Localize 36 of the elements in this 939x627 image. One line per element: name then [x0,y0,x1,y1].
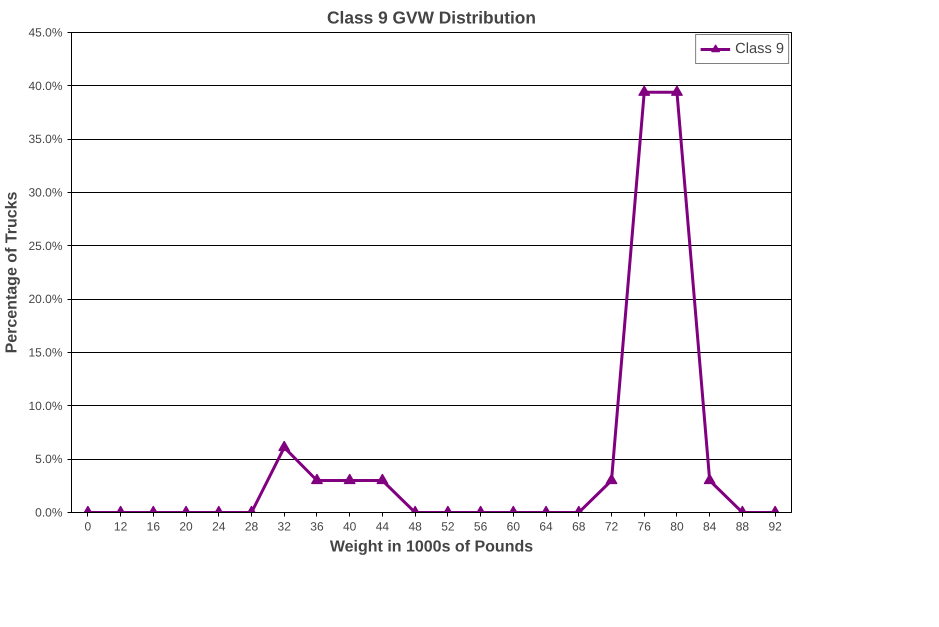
y-tick-label: 15.0% [28,346,63,360]
x-tick-label: 84 [703,520,717,534]
x-tick-label: 48 [408,520,422,534]
x-tick-label: 32 [278,520,292,534]
y-tick-label: 0.0% [35,506,63,520]
x-tick-label: 72 [604,520,618,534]
y-tick-label: 10.0% [28,398,63,413]
x-tick-label: 44 [376,520,390,534]
x-tick-label: 88 [736,520,750,534]
x-tick-label: 52 [441,520,455,534]
x-tick-label: 56 [474,520,488,534]
y-tick-label: 5.0% [35,452,63,466]
x-axis-title: Weight in 1000s of Pounds [330,538,534,556]
x-tick-label: 24 [212,520,226,534]
x-tick-label: 60 [506,520,520,534]
x-tick-label: 80 [670,520,684,534]
chart-title: Class 9 GVW Distribution [327,8,536,28]
legend-label: Class 9 [735,41,784,57]
y-axis-title: Percentage of Trucks [3,191,20,354]
x-tick-label: 36 [310,520,324,534]
x-tick-label: 64 [539,520,554,534]
x-tick-label: 92 [768,520,782,534]
x-tick-label: 20 [179,520,194,534]
y-tick-label: 30.0% [28,186,63,200]
y-tick-label: 40.0% [28,78,63,93]
x-tick-label: 28 [244,520,258,534]
y-tick-label: 45.0% [28,26,63,40]
x-tick-label: 40 [343,520,357,534]
x-tick-label: 0 [84,520,92,534]
y-tick-label: 35.0% [28,132,63,146]
x-tick-label: 68 [572,520,586,534]
x-tick-label: 16 [146,520,160,534]
y-tick-label: 20.0% [28,292,63,306]
y-tick-label: 25.0% [28,238,63,253]
x-tick-label: 12 [114,520,128,534]
x-tick-label: 76 [638,520,652,534]
